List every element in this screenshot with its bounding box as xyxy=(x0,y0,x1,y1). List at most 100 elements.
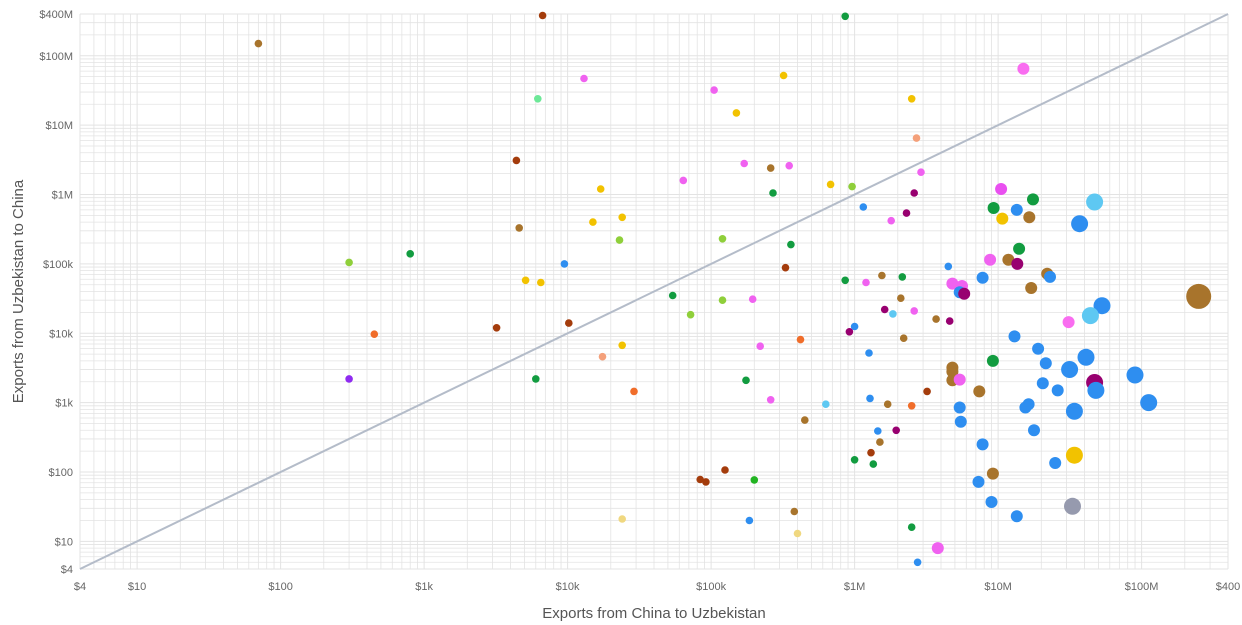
data-point[interactable] xyxy=(1044,270,1056,283)
data-point[interactable] xyxy=(986,467,999,480)
data-point[interactable] xyxy=(869,460,878,468)
data-point[interactable] xyxy=(866,394,874,403)
data-point[interactable] xyxy=(953,373,966,386)
data-point[interactable] xyxy=(1032,342,1045,355)
data-point[interactable] xyxy=(848,182,856,191)
data-point[interactable] xyxy=(589,218,597,226)
data-point[interactable] xyxy=(710,86,718,94)
data-point[interactable] xyxy=(944,262,953,271)
data-point[interactable] xyxy=(973,385,986,398)
data-point[interactable] xyxy=(907,402,916,410)
data-point[interactable] xyxy=(976,438,989,451)
data-point[interactable] xyxy=(532,375,540,383)
data-point[interactable] xyxy=(845,328,854,336)
data-point[interactable] xyxy=(826,180,835,189)
data-point[interactable] xyxy=(1051,384,1064,397)
data-point[interactable] xyxy=(1071,215,1089,233)
data-point[interactable] xyxy=(560,260,569,268)
data-point[interactable] xyxy=(887,216,895,225)
data-point[interactable] xyxy=(1002,253,1015,266)
data-point[interactable] xyxy=(946,365,959,378)
data-point[interactable] xyxy=(750,476,759,484)
data-point[interactable] xyxy=(740,159,748,168)
data-point[interactable] xyxy=(850,322,859,331)
data-point[interactable] xyxy=(859,203,868,211)
data-point[interactable] xyxy=(779,71,788,80)
data-point[interactable] xyxy=(850,456,859,464)
data-point[interactable] xyxy=(1062,316,1075,329)
data-point[interactable] xyxy=(615,236,624,244)
data-point[interactable] xyxy=(1017,62,1030,75)
data-point[interactable] xyxy=(796,335,805,344)
data-point[interactable] xyxy=(790,507,799,516)
data-point[interactable] xyxy=(867,448,875,457)
data-point[interactable] xyxy=(668,291,677,300)
data-point[interactable] xyxy=(718,235,727,243)
data-point[interactable] xyxy=(515,224,523,232)
data-point[interactable] xyxy=(787,240,795,249)
data-point[interactable] xyxy=(910,307,918,315)
data-point[interactable] xyxy=(769,189,777,197)
data-point[interactable] xyxy=(596,185,605,193)
data-point[interactable] xyxy=(1011,257,1024,270)
data-point[interactable] xyxy=(1081,307,1099,325)
data-point[interactable] xyxy=(1027,193,1039,206)
data-point[interactable] xyxy=(370,330,379,339)
data-point[interactable] xyxy=(766,396,775,404)
data-point[interactable] xyxy=(1028,424,1040,437)
data-point[interactable] xyxy=(254,39,263,48)
data-point[interactable] xyxy=(1010,510,1023,523)
data-point[interactable] xyxy=(972,475,985,488)
data-point[interactable] xyxy=(1077,348,1095,366)
data-point[interactable] xyxy=(1065,402,1083,420)
data-point[interactable] xyxy=(892,426,900,435)
data-point[interactable] xyxy=(345,258,353,267)
data-point[interactable] xyxy=(898,273,907,281)
data-point[interactable] xyxy=(1126,366,1144,384)
data-point[interactable] xyxy=(1186,283,1212,309)
data-point[interactable] xyxy=(976,271,989,284)
data-point[interactable] xyxy=(995,183,1008,195)
data-point[interactable] xyxy=(521,276,530,285)
data-point[interactable] xyxy=(912,134,921,142)
data-point[interactable] xyxy=(910,189,918,197)
data-point[interactable] xyxy=(996,212,1009,225)
data-point[interactable] xyxy=(1093,297,1111,315)
data-point[interactable] xyxy=(1061,361,1079,378)
data-point[interactable] xyxy=(748,295,757,304)
data-point[interactable] xyxy=(945,317,954,325)
data-point[interactable] xyxy=(946,277,959,290)
data-point[interactable] xyxy=(781,263,790,272)
data-point[interactable] xyxy=(618,341,626,350)
data-point[interactable] xyxy=(721,466,729,474)
data-point[interactable] xyxy=(931,542,944,555)
data-point[interactable] xyxy=(883,400,892,409)
data-point[interactable] xyxy=(953,401,966,414)
data-point[interactable] xyxy=(902,209,911,217)
data-point[interactable] xyxy=(702,478,710,486)
data-point[interactable] xyxy=(880,305,889,314)
data-point[interactable] xyxy=(345,375,353,383)
data-point[interactable] xyxy=(618,213,626,222)
data-point[interactable] xyxy=(565,319,573,327)
data-point[interactable] xyxy=(822,400,830,409)
data-point[interactable] xyxy=(841,276,849,285)
data-point[interactable] xyxy=(865,349,873,357)
data-point[interactable] xyxy=(756,342,764,351)
data-point[interactable] xyxy=(1013,242,1026,255)
data-point[interactable] xyxy=(985,496,998,508)
data-point[interactable] xyxy=(1065,446,1083,464)
data-point[interactable] xyxy=(538,11,547,20)
data-point[interactable] xyxy=(801,416,809,424)
data-point[interactable] xyxy=(923,387,931,396)
data-point[interactable] xyxy=(1025,282,1038,294)
data-point[interactable] xyxy=(841,12,849,21)
data-point[interactable] xyxy=(512,156,521,165)
data-point[interactable] xyxy=(537,278,545,287)
data-point[interactable] xyxy=(913,558,922,567)
data-point[interactable] xyxy=(1022,398,1035,411)
data-point[interactable] xyxy=(793,529,802,538)
data-point[interactable] xyxy=(907,95,916,103)
data-point[interactable] xyxy=(878,271,886,280)
data-point[interactable] xyxy=(785,161,793,170)
